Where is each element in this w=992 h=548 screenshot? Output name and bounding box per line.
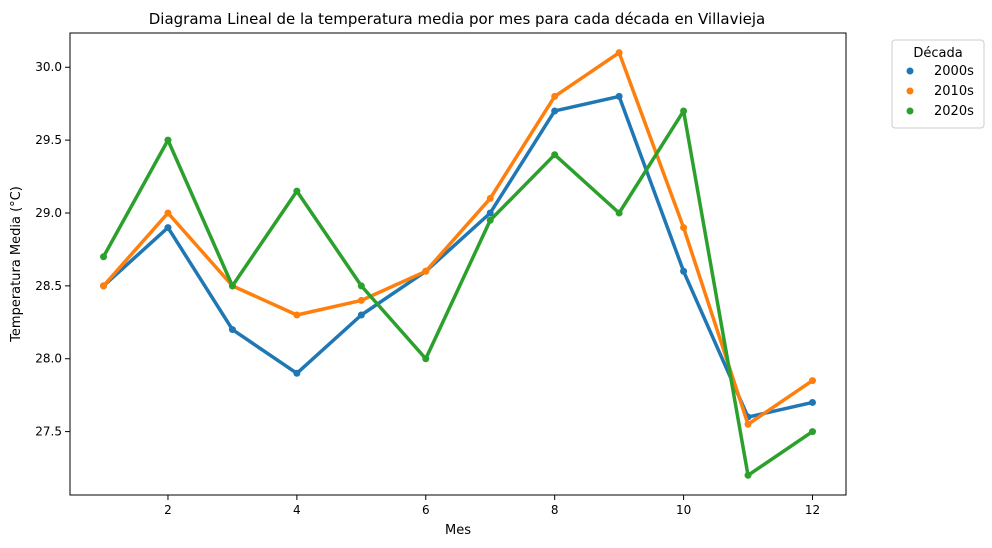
y-tick-label: 29.5 — [35, 133, 62, 147]
legend: Década 2000s 2010s 2020s — [891, 39, 985, 129]
legend-label: 2000s — [934, 64, 974, 79]
data-point — [615, 49, 623, 57]
series-2020s — [100, 107, 816, 479]
series-line — [101, 109, 815, 478]
x-tick-label: 4 — [293, 503, 301, 517]
data-point — [100, 282, 108, 290]
legend-marker — [906, 87, 914, 95]
x-axis-label: Mes — [445, 523, 471, 538]
data-point — [615, 209, 623, 217]
data-point — [164, 224, 172, 232]
plot-area — [69, 32, 847, 496]
data-point — [551, 151, 559, 159]
data-point — [293, 187, 301, 195]
legend-title: Década — [913, 46, 962, 61]
data-point — [744, 471, 752, 479]
data-point — [228, 326, 236, 334]
data-point — [293, 369, 301, 377]
legend-marker — [906, 67, 914, 75]
data-point — [615, 92, 623, 100]
series-2010s — [100, 49, 816, 428]
data-point — [486, 209, 494, 217]
data-point — [228, 282, 236, 290]
legend-label: 2020s — [934, 104, 974, 119]
y-tick-label: 28.5 — [35, 279, 62, 293]
x-tick-label: 12 — [805, 503, 820, 517]
y-tick-label: 28.0 — [35, 352, 62, 366]
legend-label: 2010s — [934, 84, 974, 99]
x-tick-label: 2 — [164, 503, 172, 517]
data-point — [808, 377, 816, 385]
legend-box — [891, 39, 985, 129]
series-layer — [100, 49, 816, 479]
legend-marker — [906, 107, 914, 115]
y-axis: 27.5 28.0 28.5 29.0 29.5 30.0 — [35, 60, 70, 439]
x-tick-label: 8 — [551, 503, 559, 517]
data-point — [680, 224, 688, 232]
series-line — [101, 94, 815, 419]
x-axis: 2 4 6 8 10 12 — [164, 495, 820, 517]
y-tick-label: 30.0 — [35, 60, 62, 74]
data-point — [680, 267, 688, 275]
series-2000s — [100, 92, 816, 421]
y-axis-label: Temperatura Media (°C) — [9, 186, 24, 343]
y-tick-label: 27.5 — [35, 425, 62, 439]
series-line — [101, 50, 815, 427]
data-point — [551, 107, 559, 115]
data-point — [808, 398, 816, 406]
data-point — [551, 92, 559, 100]
x-tick-label: 10 — [676, 503, 691, 517]
data-point — [164, 136, 172, 144]
y-tick-label: 29.0 — [35, 206, 62, 220]
data-point — [744, 420, 752, 428]
data-point — [486, 216, 494, 224]
data-point — [357, 282, 365, 290]
data-point — [164, 209, 172, 217]
data-point — [680, 107, 688, 115]
data-point — [357, 296, 365, 304]
x-tick-label: 6 — [422, 503, 430, 517]
data-point — [486, 194, 494, 202]
data-point — [422, 267, 430, 275]
legend-items: 2000s 2010s 2020s — [906, 64, 974, 119]
plot-frame — [69, 32, 847, 496]
data-point — [293, 311, 301, 319]
chart-title: Diagrama Lineal de la temperatura media … — [149, 10, 765, 28]
data-point — [100, 253, 108, 261]
data-point — [808, 428, 816, 436]
data-point — [422, 355, 430, 363]
data-point — [357, 311, 365, 319]
